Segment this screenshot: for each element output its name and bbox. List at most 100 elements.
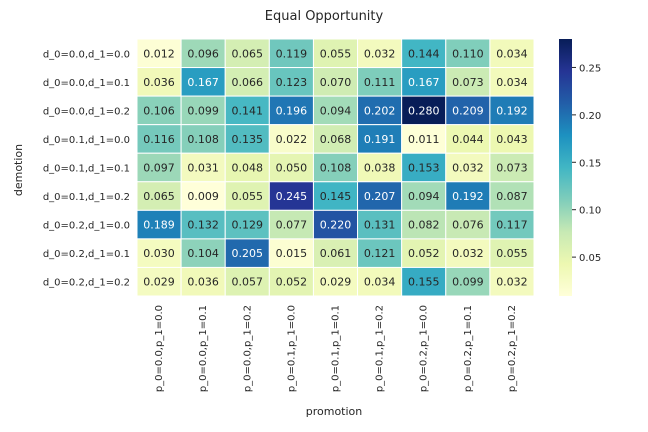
- heatmap-cell: [268, 266, 314, 297]
- heatmap-cell: [312, 209, 359, 240]
- cell-value-label: 0.155: [408, 276, 440, 289]
- heatmap-cell: [224, 238, 270, 268]
- x-tick-label: p_0=0.1,p_1=0.1: [331, 305, 342, 392]
- x-tick-label: p_0=0.0,p_1=0.0: [154, 305, 165, 392]
- cell-value-label: 0.135: [232, 133, 264, 146]
- heatmap-cell: [357, 238, 403, 268]
- colorbar-tick-label: 0.15: [579, 158, 601, 169]
- cell-value-label: 0.032: [496, 276, 528, 289]
- cell-value-label: 0.052: [276, 276, 308, 289]
- cell-value-label: 0.076: [452, 219, 484, 232]
- cell-value-label: 0.070: [320, 76, 352, 89]
- heatmap-cell: [489, 95, 535, 126]
- y-tick-label: d_0=0.2,d_1=0.1: [43, 249, 130, 260]
- cell-value-label: 0.145: [320, 190, 352, 203]
- y-tick-labels: d_0=0.0,d_1=0.0 d_0=0.0,d_1=0.1 d_0=0.0,d_…: [43, 49, 130, 288]
- cell-value-label: 0.066: [232, 76, 264, 89]
- heatmap-cell: [489, 67, 535, 97]
- y-tick-label: d_0=0.0,d_1=0.1: [43, 78, 130, 89]
- heatmap-cell: [489, 238, 535, 268]
- colorbar-tick-label: 0.25: [579, 63, 601, 74]
- heatmap-cell: [445, 67, 491, 97]
- cell-value-label: 0.055: [496, 247, 528, 260]
- cell-value-label: 0.077: [276, 219, 308, 232]
- cell-value-label: 0.108: [187, 133, 219, 146]
- cell-value-label: 0.094: [408, 190, 440, 203]
- cell-value-label: 0.055: [320, 47, 352, 60]
- x-tick-label: p_0=0.1,p_1=0.0: [286, 305, 297, 392]
- heatmap-cell: [312, 238, 359, 268]
- cell-value-label: 0.034: [364, 276, 396, 289]
- cell-value-label: 0.029: [320, 276, 352, 289]
- chart-title: Equal Opportunity: [265, 9, 384, 24]
- cell-value-label: 0.205: [232, 247, 264, 260]
- heatmap-cell: [136, 95, 182, 126]
- cell-value-label: 0.031: [187, 162, 219, 175]
- heatmap-cell: [224, 266, 270, 297]
- heatmap-cell: [268, 238, 314, 268]
- cell-value-label: 0.099: [187, 104, 219, 117]
- colorbar-gradient: [559, 39, 572, 296]
- heatmap-cell: [180, 124, 226, 154]
- cell-value-label: 0.220: [320, 219, 352, 232]
- y-tick-label: d_0=0.1,d_1=0.0: [43, 135, 130, 146]
- heatmap-cell: [224, 67, 270, 97]
- cell-value-label: 0.052: [408, 247, 440, 260]
- heatmap-cell: [489, 266, 535, 297]
- cell-value-label: 0.065: [232, 47, 264, 60]
- heatmap-cell: [136, 152, 182, 183]
- heatmap-cell: [489, 181, 535, 211]
- cell-value-label: 0.036: [187, 276, 219, 289]
- cell-value-label: 0.050: [276, 162, 308, 175]
- cell-value-label: 0.038: [364, 162, 396, 175]
- x-tick-label: p_0=0.1,p_1=0.2: [375, 305, 386, 392]
- heatmap-cell: [136, 38, 182, 69]
- x-tick-label: p_0=0.0,p_1=0.2: [242, 305, 253, 392]
- colorbar-tick-label: 0.10: [579, 206, 601, 217]
- x-tick-label: p_0=0.2,p_1=0.0: [419, 305, 430, 392]
- heatmap-cell: [136, 209, 182, 240]
- heatmap-cell: [224, 181, 270, 211]
- colorbar-tick-label: 0.05: [579, 253, 601, 264]
- cell-value-label: 0.104: [187, 247, 219, 260]
- cell-value-label: 0.144: [408, 47, 440, 60]
- heatmap-cell: [445, 38, 491, 69]
- cell-value-label: 0.061: [320, 247, 352, 260]
- cell-value-label: 0.015: [276, 247, 308, 260]
- heatmap-cell: [268, 181, 314, 211]
- cell-value-label: 0.132: [187, 219, 219, 232]
- cell-value-label: 0.167: [187, 76, 219, 89]
- y-tick-label: d_0=0.2,d_1=0.0: [43, 221, 130, 232]
- heatmap-cell: [489, 152, 535, 183]
- colorbar: 0.05 0.10 0.15 0.20 0.25: [559, 39, 601, 296]
- cell-value-label: 0.167: [408, 76, 440, 89]
- cell-value-label: 0.192: [496, 104, 528, 117]
- cell-value-label: 0.043: [496, 133, 528, 146]
- heatmap-cell: [268, 124, 314, 154]
- cell-value-label: 0.055: [232, 190, 264, 203]
- cell-value-label: 0.011: [408, 133, 440, 146]
- cell-value-label: 0.030: [143, 247, 175, 260]
- cell-value-label: 0.032: [452, 162, 484, 175]
- y-tick-label: d_0=0.2,d_1=0.2: [43, 278, 130, 289]
- heatmap-cell: [312, 266, 359, 297]
- cell-value-label: 0.034: [496, 76, 528, 89]
- heatmap-cell: [401, 67, 447, 97]
- cell-value-label: 0.073: [452, 76, 484, 89]
- cell-value-label: 0.099: [452, 276, 484, 289]
- cell-value-label: 0.121: [364, 247, 396, 260]
- heatmap-cell: [180, 38, 226, 69]
- cell-value-label: 0.196: [276, 104, 308, 117]
- cell-value-label: 0.245: [276, 190, 308, 203]
- x-tick-label: p_0=0.2,p_1=0.1: [463, 305, 474, 392]
- cell-value-label: 0.036: [143, 76, 175, 89]
- heatmap-cell: [312, 181, 359, 211]
- heatmap-cell: [136, 67, 182, 97]
- cell-value-label: 0.117: [496, 219, 528, 232]
- cell-value-label: 0.116: [143, 133, 175, 146]
- heatmap-cell: [180, 95, 226, 126]
- x-tick-label: p_0=0.0,p_1=0.1: [198, 305, 209, 392]
- cell-value-label: 0.032: [452, 247, 484, 260]
